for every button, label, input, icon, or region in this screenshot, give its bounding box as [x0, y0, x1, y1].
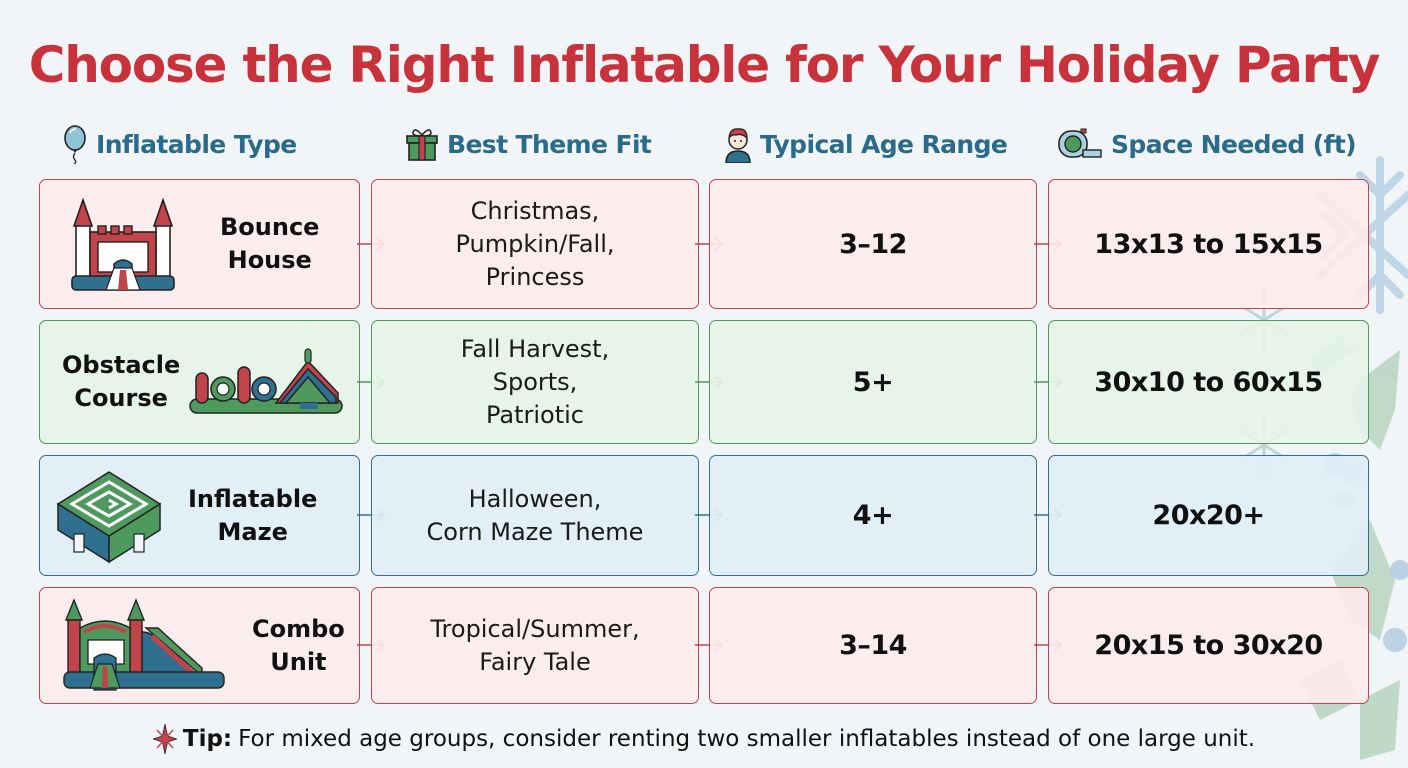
theme-cell: Tropical/Summer, Fairy Tale: [371, 587, 699, 704]
table-row-bounce-house: Bounce House Christmas, Pumpkin/Fall, Pr…: [39, 179, 1369, 309]
gift-icon: [406, 129, 438, 161]
header-label: Inflatable Type: [96, 129, 297, 159]
header-inflatable-type: Inflatable Type: [62, 122, 297, 166]
type-label: Combo Unit: [252, 614, 345, 676]
header-label: Space Needed (ft): [1111, 129, 1357, 159]
age-cell: 4+: [709, 455, 1037, 576]
sparkle-icon: [152, 724, 177, 754]
tip-text: For mixed age groups, consider renting t…: [238, 726, 1256, 752]
space-needed: 30x10 to 60x15: [1094, 366, 1323, 398]
combo-unit-icon: [63, 597, 225, 691]
header-typical-age-range: Typical Age Range: [724, 122, 1008, 166]
age-range: 5+: [852, 366, 894, 398]
child-icon: [725, 128, 751, 163]
theme-text: Fall Harvest, Sports, Patriotic: [460, 334, 610, 429]
obstacle-course-icon: [189, 348, 344, 414]
space-cell: 20x20+: [1048, 455, 1369, 576]
space-cell: 30x10 to 60x15: [1048, 320, 1369, 444]
space-needed: 20x20+: [1152, 500, 1265, 531]
column-headers: Inflatable Type Best Theme Fit Typical A…: [0, 122, 1408, 166]
space-cell: 13x13 to 15x15: [1048, 179, 1369, 309]
header-space-needed: Space Needed (ft): [1057, 122, 1357, 166]
type-cell: Inflatable Maze: [39, 455, 360, 576]
tape-measure-icon: [1058, 128, 1102, 158]
table-row-combo-unit: Combo Unit Tropical/Summer, Fairy Tale 3…: [39, 587, 1369, 704]
bounce-house-icon: [71, 197, 175, 291]
age-cell: 3–14: [709, 587, 1037, 704]
theme-cell: Christmas, Pumpkin/Fall, Princess: [371, 179, 699, 309]
age-cell: 5+: [709, 320, 1037, 444]
header-label: Best Theme Fit: [447, 129, 652, 159]
page-title: Choose the Right Inflatable for Your Hol…: [28, 36, 1381, 94]
space-needed: 20x15 to 30x20: [1094, 630, 1323, 661]
space-needed: 13x13 to 15x15: [1094, 228, 1323, 260]
type-label: Obstacle Course: [62, 351, 181, 412]
age-range: 4+: [852, 500, 894, 531]
theme-text: Halloween, Corn Maze Theme: [426, 484, 644, 546]
type-cell: Obstacle Course: [39, 320, 360, 444]
age-cell: 3–12: [709, 179, 1037, 309]
header-label: Typical Age Range: [760, 129, 1008, 159]
age-range: 3–12: [839, 228, 907, 260]
type-cell: Combo Unit: [39, 587, 360, 704]
type-label: Bounce House: [220, 213, 320, 274]
table-row-obstacle-course: Obstacle Course Fall Harvest, Sports, Pa…: [39, 320, 1369, 444]
space-cell: 20x15 to 30x20: [1048, 587, 1369, 704]
table-row-inflatable-maze: Inflatable Maze Halloween, Corn Maze The…: [39, 455, 1369, 576]
type-label: Inflatable Maze: [188, 484, 318, 546]
theme-cell: Halloween, Corn Maze Theme: [371, 455, 699, 576]
theme-text: Christmas, Pumpkin/Fall, Princess: [455, 196, 615, 291]
age-range: 3–14: [839, 630, 907, 661]
balloon-icon: [64, 125, 86, 164]
tip-label: Tip:: [182, 726, 233, 752]
maze-icon: [56, 470, 162, 563]
header-best-theme-fit: Best Theme Fit: [405, 122, 652, 166]
theme-cell: Fall Harvest, Sports, Patriotic: [371, 320, 699, 444]
theme-text: Tropical/Summer, Fairy Tale: [430, 614, 640, 676]
tip-banner: Tip: For mixed age groups, consider rent…: [0, 724, 1408, 754]
type-cell: Bounce House: [39, 179, 360, 309]
